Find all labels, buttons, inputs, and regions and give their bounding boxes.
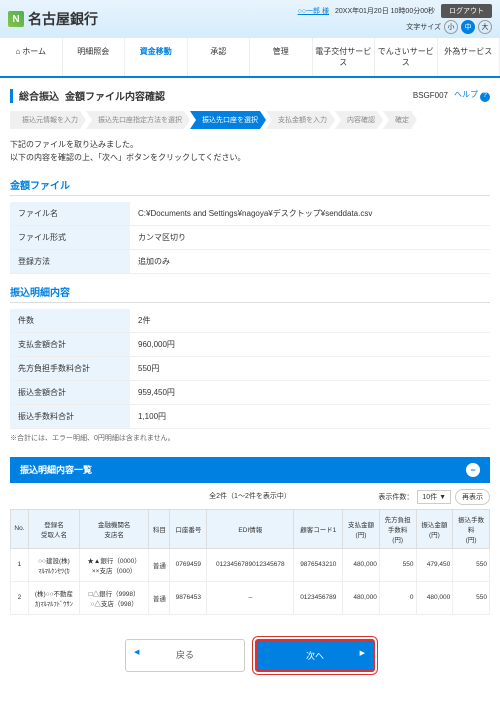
step-1: 振込先口座指定方法を選択	[86, 111, 190, 129]
bank-name: 名古屋銀行	[28, 9, 98, 29]
page-code: BSGF007	[413, 91, 448, 100]
file-table: ファイル名C:¥Documents and Settings¥nagoya¥デス…	[10, 202, 490, 274]
refresh-button[interactable]: 再表示	[455, 489, 490, 505]
list-band-title: 振込明細内容一覧	[20, 463, 92, 476]
nav-shounin[interactable]: 承認	[188, 38, 251, 76]
size-small[interactable]: 小	[444, 20, 458, 34]
next-button[interactable]: 次へ	[255, 639, 375, 672]
nav-home[interactable]: ホーム	[0, 38, 63, 76]
nav-shikin[interactable]: 資金移動	[125, 38, 188, 76]
step-3: 支払金額を入力	[266, 111, 335, 129]
intro-line-2: 以下の内容を確認の上、「次へ」ボタンをクリックしてください。	[10, 152, 490, 165]
size-medium[interactable]: 中	[461, 20, 475, 34]
step-0: 振込元情報を入力	[10, 111, 86, 129]
main-nav: ホーム 明細照会 資金移動 承認 管理 電子交付サービス でんさいサービス 外為…	[0, 38, 500, 78]
logo-mark: N	[8, 11, 24, 27]
intro-line-1: 下記のファイルを取り込みました。	[10, 139, 490, 152]
nav-kanri[interactable]: 管理	[250, 38, 313, 76]
step-2: 振込先口座を選択	[190, 111, 266, 129]
collapse-icon[interactable]: −	[466, 463, 480, 477]
file-section-title: 金額ファイル	[10, 177, 490, 196]
wizard-steps: 振込元情報を入力振込先口座指定方法を選択振込先口座を選択支払金額を入力内容確認確…	[10, 111, 490, 129]
logout-button[interactable]: ログアウト	[441, 4, 492, 18]
perpage-select[interactable]: 10件 ▼	[417, 490, 451, 504]
nav-meisai[interactable]: 明細照会	[63, 38, 126, 76]
title-bar	[10, 89, 13, 103]
list-count: 全2件（1～2件を表示中）	[209, 493, 291, 500]
top-bar: N 名古屋銀行 ○○一郎 様 20XX年01月20日 10時00分00秒 ログア…	[0, 0, 500, 38]
timestamp: 20XX年01月20日 10時00分00秒	[335, 6, 435, 16]
nav-densai[interactable]: でんさいサービス	[375, 38, 438, 76]
help-link[interactable]: ヘルプ	[454, 89, 490, 102]
step-4: 内容確認	[335, 111, 383, 129]
user-link[interactable]: ○○一郎 様	[298, 6, 329, 16]
size-large[interactable]: 大	[478, 20, 492, 34]
detail-table: 件数2件支払金額合計960,000円先方負担手数料合計550円振込金額合計959…	[10, 309, 490, 429]
list-band: 振込明細内容一覧 −	[10, 457, 490, 483]
breadcrumb: 総合振込	[19, 88, 59, 103]
perpage-label: 表示件数：	[378, 492, 413, 502]
detail-note: ※合計には、エラー明細、0円明細は含まれません。	[10, 433, 490, 443]
logo: N 名古屋銀行	[8, 9, 98, 29]
step-5: 確定	[383, 111, 417, 129]
detail-section-title: 振込明細内容	[10, 284, 490, 303]
page-title: 金額ファイル内容確認	[65, 88, 165, 103]
data-table: No.登録名受取人名金融機関名支店名科目口座番号EDI情報顧客コード1支払金額(…	[10, 509, 490, 615]
nav-denshi[interactable]: 電子交付サービス	[313, 38, 376, 76]
back-button[interactable]: 戻る	[125, 639, 245, 672]
font-size-label: 文字サイズ	[406, 22, 441, 32]
nav-gaitame[interactable]: 外為サービス	[438, 38, 500, 76]
